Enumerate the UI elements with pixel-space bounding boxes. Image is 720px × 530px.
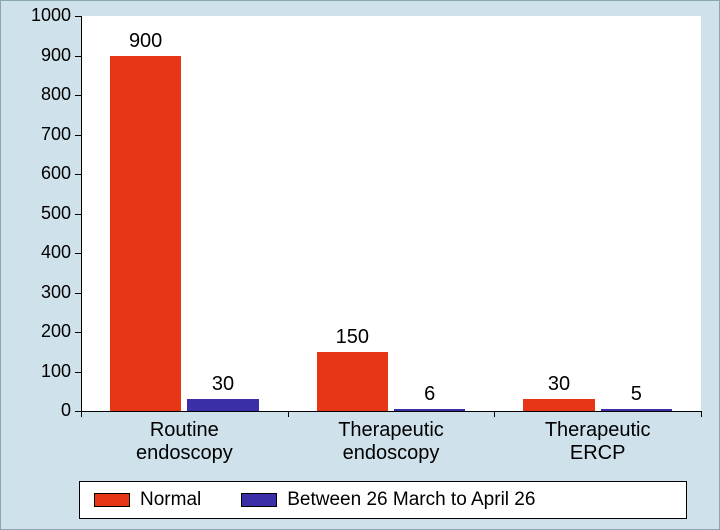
- y-tick: [75, 135, 81, 136]
- y-tick: [75, 16, 81, 17]
- legend-label-period: Between 26 March to April 26: [287, 489, 535, 511]
- y-tick-label: 700: [1, 124, 71, 145]
- bar-therapeutic-normal: [317, 352, 388, 411]
- y-tick-label: 300: [1, 282, 71, 303]
- y-tick: [75, 214, 81, 215]
- y-tick-label: 200: [1, 321, 71, 342]
- y-tick-label: 900: [1, 45, 71, 66]
- bar-value-label: 150: [336, 326, 369, 349]
- category-label-therapeutic: Therapeuticendoscopy: [338, 419, 444, 465]
- legend-swatch-normal: [94, 493, 130, 507]
- y-tick: [75, 174, 81, 175]
- y-tick: [75, 372, 81, 373]
- bar-value-label: 30: [548, 373, 570, 396]
- y-tick-label: 0: [1, 400, 71, 421]
- bar-value-label: 30: [212, 373, 234, 396]
- y-tick-label: 400: [1, 242, 71, 263]
- legend-label-normal: Normal: [140, 489, 201, 511]
- bar-routine-period: [187, 399, 258, 411]
- category-label-ercp: TherapeuticERCP: [545, 419, 651, 465]
- legend: Normal Between 26 March to April 26: [79, 481, 687, 519]
- bar-routine-normal: [110, 56, 181, 412]
- x-tick: [81, 411, 82, 417]
- bar-value-label: 6: [424, 383, 435, 406]
- plot-area: [81, 16, 701, 411]
- y-tick-label: 800: [1, 84, 71, 105]
- y-tick-label: 500: [1, 203, 71, 224]
- chart-container: 0 100 200 300 400 500 600 700 800 900 1000 900 30 Rou…: [0, 0, 720, 530]
- bar-value-label: 900: [129, 30, 162, 53]
- bar-value-label: 5: [631, 383, 642, 406]
- bar-ercp-normal: [523, 399, 594, 411]
- category-label-routine: Routineendoscopy: [136, 419, 233, 465]
- x-tick: [701, 411, 702, 417]
- y-tick-label: 100: [1, 361, 71, 382]
- x-tick: [288, 411, 289, 417]
- y-tick: [75, 56, 81, 57]
- y-tick: [75, 95, 81, 96]
- y-tick-label: 600: [1, 163, 71, 184]
- y-axis: [81, 16, 82, 411]
- y-tick-label: 1000: [1, 5, 71, 26]
- y-tick: [75, 253, 81, 254]
- y-tick: [75, 332, 81, 333]
- x-tick: [494, 411, 495, 417]
- legend-swatch-period: [241, 493, 277, 507]
- x-axis: [81, 411, 701, 412]
- y-tick: [75, 293, 81, 294]
